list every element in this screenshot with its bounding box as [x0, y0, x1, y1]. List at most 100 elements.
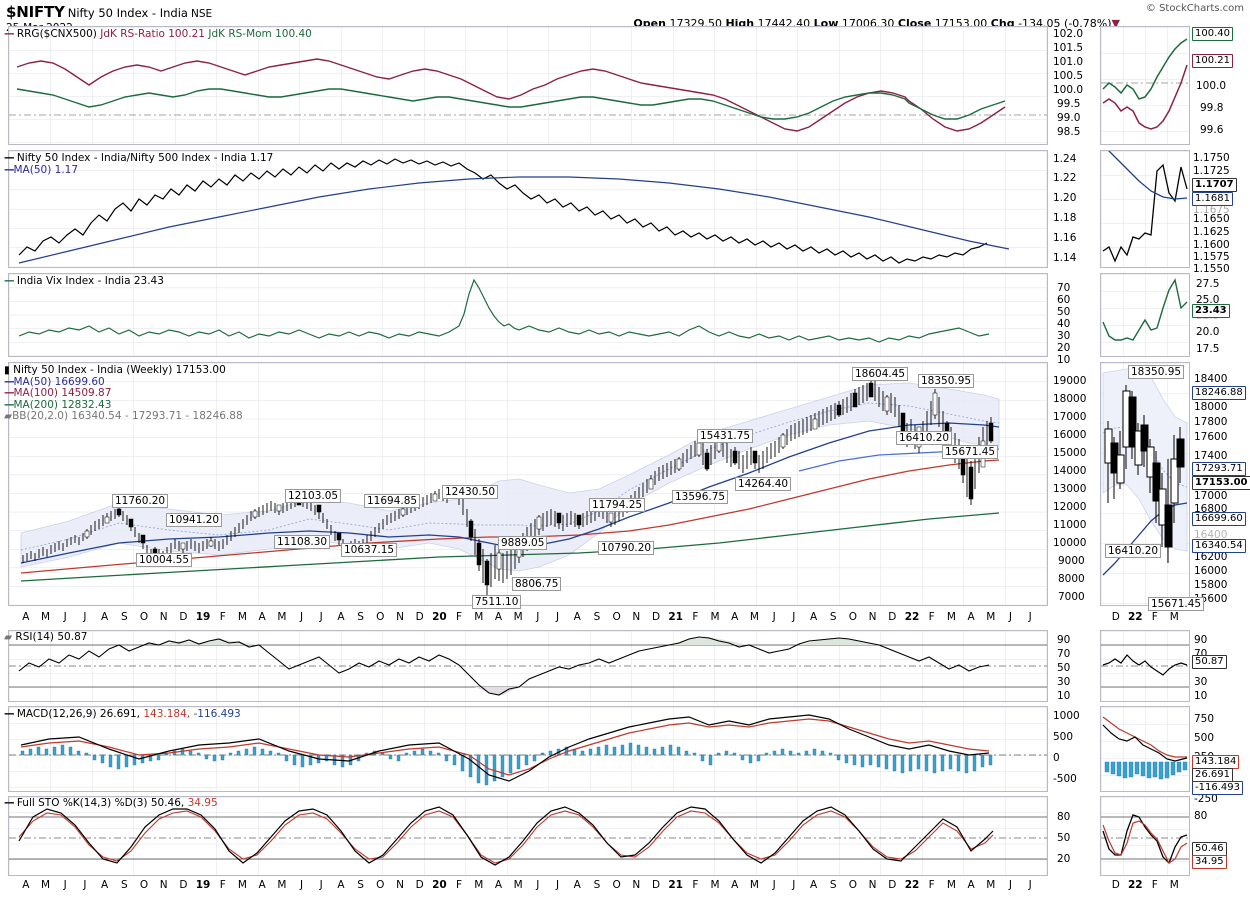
rsi-mini-plot: [1101, 631, 1189, 701]
price-callout: 10790.20: [598, 541, 655, 555]
price-tick: 16000: [1053, 429, 1087, 441]
ma200-swatch: —: [4, 398, 14, 411]
x-axis-tick: A: [731, 611, 739, 623]
macd-hist-flag: -116.493: [1192, 781, 1243, 795]
x-axis-tick: N: [868, 611, 877, 623]
x-axis-mini-bottom: D 22 F M: [1100, 877, 1190, 895]
x-axis-tick: F: [692, 879, 699, 891]
price-mini-tick: 16400: [1194, 529, 1228, 541]
x-axis-tick: J: [1008, 879, 1013, 891]
bb-lower-flag: 16340.54: [1192, 539, 1246, 553]
sto-tick: 80: [1057, 811, 1071, 823]
x-axis-tick: A: [967, 879, 975, 891]
bollinger-swatch: ▰: [4, 410, 13, 422]
rsi-tick: 70: [1057, 648, 1071, 660]
x-axis-tick: D: [415, 611, 424, 623]
price-tick: 11000: [1053, 519, 1087, 531]
vix-plot: [9, 274, 1047, 356]
rsi-tick: 10: [1057, 690, 1071, 702]
x-axis-tick: N: [632, 879, 641, 891]
rrg-tick: 99.0: [1057, 112, 1081, 124]
price-candle-bodies: [84, 382, 994, 586]
symbol-ticker: $NIFTY: [6, 3, 65, 21]
x-axis-tick: 22: [904, 611, 920, 623]
exchange-label: NSE: [190, 8, 213, 20]
ratio-mini-tick: 1.1625: [1193, 226, 1230, 238]
legend-rsi: ▰ RSI(14) 50.87: [4, 631, 87, 644]
ratio-mini-tick: 1.1750: [1193, 152, 1230, 164]
price-callout: 10941.20: [166, 513, 223, 527]
x-axis-tick: A: [22, 611, 30, 623]
panel-price-mini: [1100, 362, 1190, 606]
x-axis-tick: O: [848, 879, 858, 891]
vix-mini-tick: 27.5: [1196, 278, 1220, 290]
price-mini-tick: 16200: [1194, 551, 1228, 563]
rsi-tick: 90: [1057, 634, 1071, 646]
panel-ratio-mini: [1100, 150, 1190, 268]
x-axis-tick: D: [1111, 611, 1120, 623]
price-callout: 15431.75: [697, 429, 754, 443]
macd-legend-signal: 143.184,: [143, 708, 191, 720]
macd-plot: [9, 707, 1047, 791]
x-axis-tick: S: [593, 879, 601, 891]
x-axis-tick: N: [396, 879, 404, 891]
x-axis-tick: O: [139, 879, 149, 891]
ratio-ma-flag: 1.1681: [1192, 192, 1233, 206]
x-axis-tick: S: [120, 879, 128, 891]
price-tick: 7000: [1058, 591, 1085, 603]
rrg-tick: 98.5: [1057, 126, 1081, 138]
price-callout: 7511.10: [472, 595, 522, 609]
price-tick: 8000: [1058, 573, 1085, 585]
x-axis-tick: O: [848, 611, 858, 623]
macd-histogram: [20, 742, 993, 786]
rrg-tick: 100.0: [1053, 84, 1084, 96]
x-axis-tick: A: [337, 879, 345, 891]
x-axis-tick: D: [415, 879, 424, 891]
vix-mini-plot: [1101, 274, 1189, 356]
price-callout: 11760.20: [112, 494, 169, 508]
x-axis-tick: J: [319, 879, 323, 891]
vix-legend-main: India Vix Index - India 23.43: [16, 275, 164, 287]
macd-tick: 1000: [1053, 710, 1080, 722]
x-axis-tick: M: [710, 611, 720, 623]
stochastic-plot: [9, 797, 1047, 875]
rrg-mom-flag: 100.40: [1192, 27, 1233, 41]
x-axis-tick: 21: [668, 879, 683, 891]
x-axis-tick: S: [357, 611, 364, 623]
x-axis-tick: F: [928, 879, 935, 891]
vix-tick: 70: [1057, 282, 1071, 294]
x-axis-tick: A: [573, 611, 581, 623]
x-axis-tick: F: [219, 611, 226, 623]
bb-upper-flag: 18246.88: [1192, 386, 1246, 400]
x-axis-tick: M: [474, 879, 484, 891]
legend-ratio: — Nifty 50 Index - India/Nifty 500 Index…: [4, 152, 273, 176]
price-callout: 11794.25: [589, 498, 646, 512]
x-axis-tick: M: [946, 879, 956, 891]
price-tick: 15000: [1053, 447, 1087, 459]
x-axis-tick: 20: [432, 611, 447, 623]
x-axis-main: A M J J A S O N D 19 F M A M J J A S O N D 20 F M A M J J A S O N D 21 F M A…: [8, 609, 1048, 627]
price-legend-ma100: MA(100) 14509.87: [13, 387, 112, 399]
panel-ratio: [8, 150, 1048, 268]
x-axis-tick: D: [1111, 879, 1120, 891]
legend-stochastic: — Full STO %K(14,3) %D(3) 50.46, 34.95: [4, 797, 218, 810]
x-axis-tick: S: [593, 611, 601, 623]
rrg-tick: 99.5: [1057, 98, 1081, 110]
x-axis-tick: A: [809, 611, 818, 623]
x-axis-tick: M: [41, 611, 51, 623]
rsi-swatch: ▰: [4, 631, 13, 643]
rsi-tick: 50: [1057, 662, 1071, 674]
price-candles: [22, 377, 994, 595]
x-axis-tick: F: [456, 611, 463, 623]
x-axis-tick: 19: [195, 611, 211, 623]
stochastic-d-flag: 34.95: [1192, 855, 1227, 869]
ratio-tick: 1.22: [1053, 172, 1077, 184]
x-axis-tick: 22: [1127, 879, 1143, 891]
price-callout: 15671.45: [942, 445, 999, 459]
x-axis-tick: M: [237, 879, 247, 891]
x-axis-tick: D: [179, 879, 188, 891]
x-axis-tick: J: [792, 879, 796, 891]
x-axis-tick: N: [396, 611, 404, 623]
price-callout: 13596.75: [672, 490, 729, 504]
ratio-tick: 1.14: [1053, 252, 1077, 264]
